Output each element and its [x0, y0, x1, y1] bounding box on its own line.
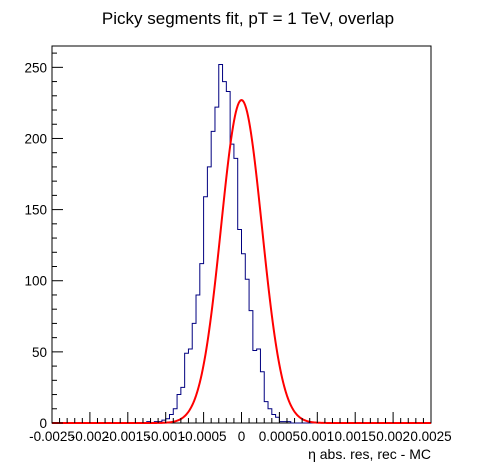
y-tick-label: 100 — [24, 274, 47, 289]
x-tick-label: -0.0025 — [29, 429, 75, 444]
x-axis-label: η abs. res, rec - MC — [308, 446, 431, 462]
y-tick-label: 150 — [24, 203, 47, 218]
axis-layer: -0.0025-0.002-0.0015-0.001-0.0005 0 0.0005… — [24, 52, 452, 444]
y-tick-label: 0 — [39, 416, 47, 431]
fit-layer — [52, 98, 431, 424]
x-tick-label: 0 — [238, 429, 246, 444]
y-tick-label: 200 — [24, 131, 47, 146]
x-tick-label: 0.002 — [376, 429, 410, 444]
x-tick-label: -0.0015 — [105, 429, 151, 444]
x-tick-label: 0.0005 — [259, 429, 300, 444]
x-tick-label: 0.0015 — [335, 429, 376, 444]
x-tick-label: -0.0005 — [181, 429, 227, 444]
gaussian-fit-curve — [52, 98, 431, 424]
chart-title: Picky segments fit, pT = 1 TeV, overlap — [102, 9, 394, 28]
y-tick-label: 250 — [24, 60, 47, 75]
x-tick-label: 0.001 — [300, 429, 334, 444]
x-tick-label: 0.0025 — [410, 429, 451, 444]
x-tick-label: -0.002 — [71, 429, 109, 444]
y-tick-label: 50 — [32, 345, 47, 360]
x-tick-label: -0.001 — [147, 429, 185, 444]
